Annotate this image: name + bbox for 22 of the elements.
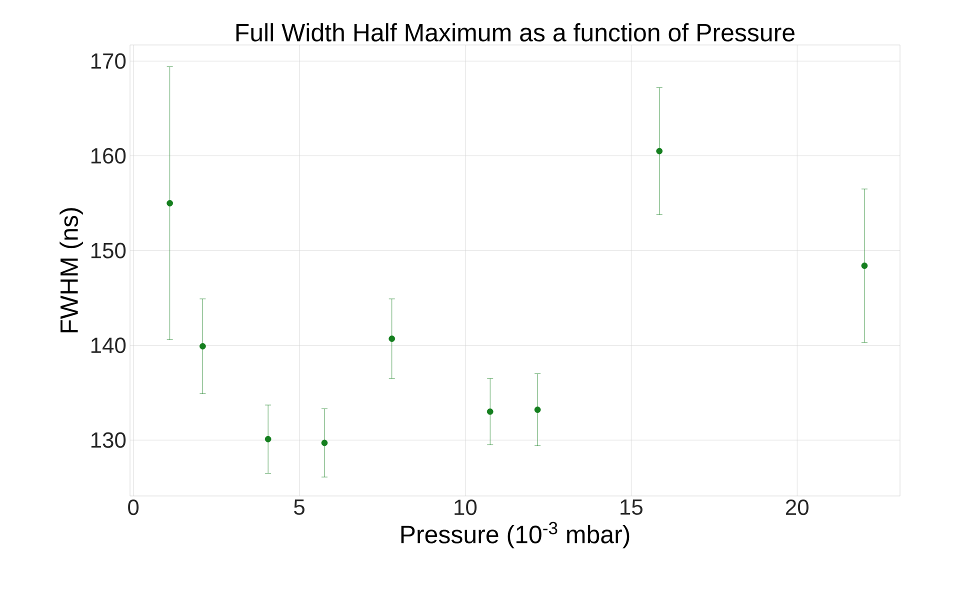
y-tick-label: 160 (91, 148, 126, 164)
x-tick-label: 0 (128, 500, 139, 516)
point (486, 408, 494, 415)
y-tick-label: 170 (91, 53, 126, 69)
point (861, 262, 868, 269)
y-tick-label: 150 (91, 242, 126, 258)
x-tick-label: 15 (620, 500, 642, 515)
point (656, 148, 663, 154)
point (321, 440, 328, 446)
point (199, 343, 206, 350)
point (166, 200, 174, 206)
point (388, 336, 396, 342)
point (534, 406, 541, 413)
x-tick-label: 5 (294, 500, 304, 515)
x-axis-title: Pressure (10$^{-3}$ mbar) (401, 522, 630, 548)
x-tick-label: 10 (454, 500, 477, 516)
y-tick-label: 140 (91, 338, 126, 354)
y-tick-label: 130 (91, 432, 126, 448)
chart-title: Full Width Half Maximum as a function of Pressure (236, 23, 794, 42)
point (264, 436, 272, 442)
y-axis-title: FWHM (ns) (60, 208, 83, 332)
x-tick-label: 20 (786, 500, 808, 516)
